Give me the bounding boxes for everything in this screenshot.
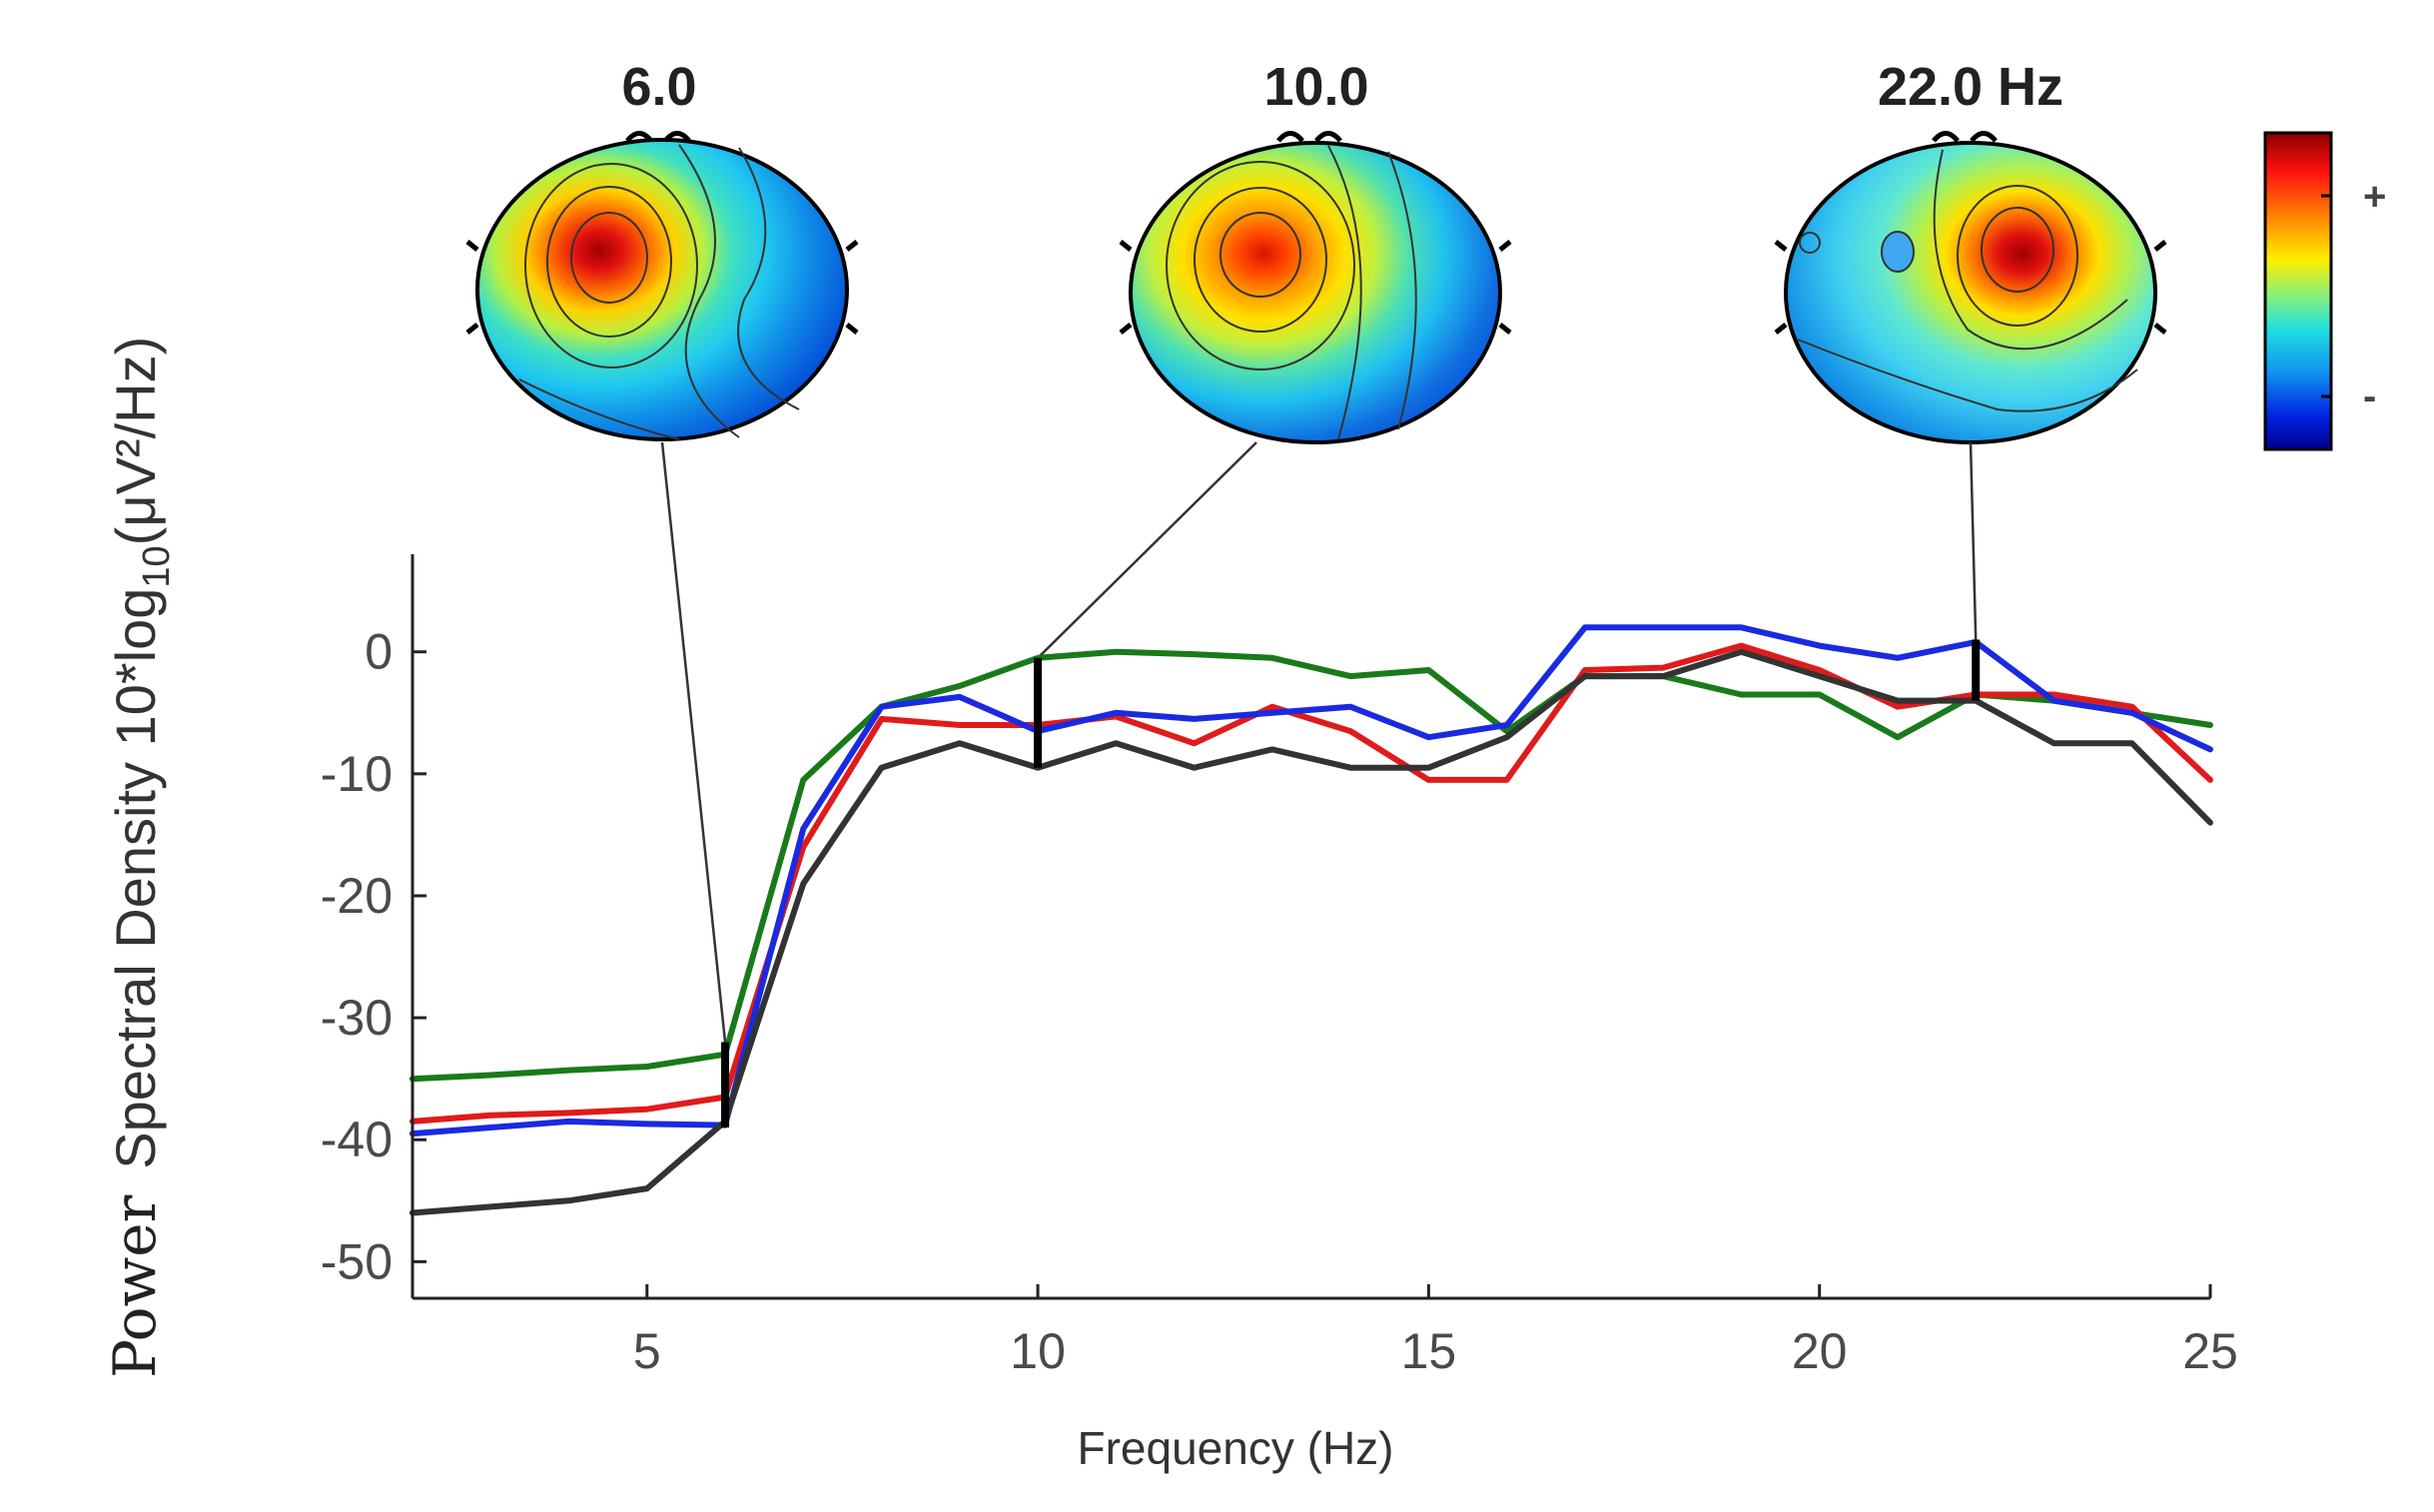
topo-map-6hz — [465, 131, 859, 441]
marker-bars — [721, 639, 1981, 1129]
topo-ear-right-22hz — [2153, 240, 2167, 335]
y-tick-label--50: -50 — [321, 1233, 393, 1289]
colorbar-plus-label: + — [2363, 175, 2386, 219]
topo-ear-left-6hz — [465, 240, 479, 335]
x-axis-title: Frequency (Hz) — [1078, 1422, 1394, 1474]
y-axis-title-unit: (μV²/Hz) — [104, 337, 167, 546]
colorbar — [2263, 131, 2333, 451]
y-tick-label--10: -10 — [321, 746, 393, 802]
topo-nose-22hz — [1932, 131, 1998, 143]
topo-title-6hz: 6.0 — [621, 57, 696, 117]
topo-head-10hz — [1129, 141, 1502, 444]
series-group — [409, 624, 2213, 1216]
topo-nose-10hz — [1276, 131, 1342, 143]
topo-ear-left-10hz — [1119, 240, 1133, 335]
topo-title-10hz: 10.0 — [1263, 57, 1368, 117]
y-axis-title-main: Spectral Density 10*log — [104, 588, 167, 1169]
y-axis-title: Power Spectral Density 10*log10(μV²/Hz) — [101, 337, 178, 1378]
x-tick-label-20: 20 — [1792, 1323, 1848, 1379]
topo-head-22hz — [1784, 141, 2157, 444]
x-tick-label-25: 25 — [2182, 1323, 2238, 1379]
x-tick-label-5: 5 — [633, 1323, 661, 1379]
connector-lines — [660, 441, 1978, 1043]
topo-title-22hz: 22.0 Hz — [1878, 57, 2063, 117]
topo-ear-right-6hz — [845, 240, 859, 335]
topo-ear-right-10hz — [1498, 240, 1512, 335]
topo-map-22hz — [1774, 131, 2167, 444]
topo-map-10hz — [1119, 131, 1512, 444]
x-tick-label-10: 10 — [1010, 1323, 1066, 1379]
topo-head-6hz — [475, 138, 849, 441]
x-tick-label-15: 15 — [1401, 1323, 1457, 1379]
colorbar-minus-label: - — [2363, 375, 2376, 418]
series-line-green — [409, 648, 2213, 1083]
x-ticks: 5 10 15 20 25 — [633, 1284, 2238, 1379]
y-axis-title-prefix: Power — [101, 1194, 169, 1378]
y-tick-label-0: 0 — [365, 624, 393, 680]
topo-ear-left-22hz — [1774, 240, 1788, 335]
connector-line-6hz — [660, 441, 727, 1043]
plot-area: 5 10 15 20 25 0 -10 -20 -30 -40 -50 — [321, 441, 2238, 1379]
axes — [410, 554, 2210, 1300]
connector-line-22hz — [1969, 441, 1978, 640]
series-line-red — [409, 642, 2213, 1125]
series-line-black — [409, 648, 2213, 1216]
y-ticks: 0 -10 -20 -30 -40 -50 — [321, 624, 426, 1289]
y-tick-label--20: -20 — [321, 868, 393, 924]
series-line-blue — [409, 624, 2213, 1137]
y-tick-label--30: -30 — [321, 990, 393, 1046]
connector-line-10hz — [1037, 441, 1257, 659]
y-tick-label--40: -40 — [321, 1112, 393, 1167]
y-axis-title-sub: 10 — [136, 545, 178, 587]
